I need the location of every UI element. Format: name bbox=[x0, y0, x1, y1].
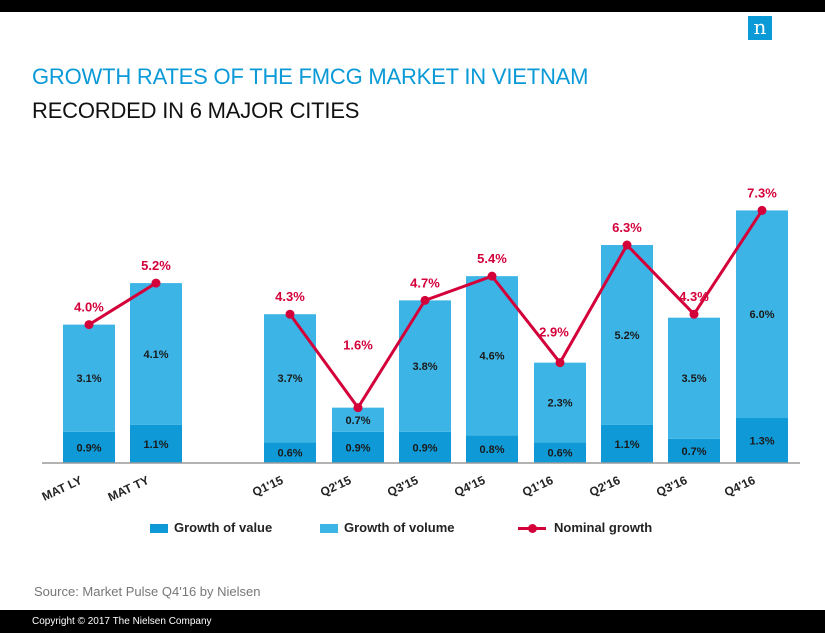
legend-label-nominal: Nominal growth bbox=[554, 520, 653, 535]
x-tick-label: Q3'16 bbox=[654, 473, 689, 499]
legend-swatch-value bbox=[150, 524, 168, 533]
data-label-volume: 3.8% bbox=[412, 361, 437, 373]
x-tick-label: Q1'15 bbox=[250, 473, 285, 499]
x-tick-label: MAT TY bbox=[106, 473, 152, 504]
data-label-nominal: 7.3% bbox=[747, 185, 777, 200]
copyright-text: Copyright © 2017 The Nielsen Company bbox=[32, 616, 212, 627]
x-tick-label: Q4'15 bbox=[452, 473, 487, 499]
bar-value bbox=[736, 418, 788, 463]
x-tick-label: Q4'16 bbox=[722, 473, 757, 499]
data-label-nominal: 5.2% bbox=[141, 258, 171, 273]
legend-label-value: Growth of value bbox=[174, 520, 273, 535]
x-tick-label: MAT LY bbox=[40, 473, 85, 504]
data-label-nominal: 5.4% bbox=[477, 251, 507, 266]
chart-subtitle: RECORDED IN 6 MAJOR CITIES bbox=[32, 98, 360, 123]
data-label-nominal: 2.9% bbox=[539, 325, 569, 340]
nominal-growth-point bbox=[285, 309, 295, 319]
data-label-nominal: 4.3% bbox=[679, 289, 709, 304]
footer-bar: Copyright © 2017 The Nielsen Company bbox=[0, 610, 825, 633]
bar-value bbox=[264, 442, 316, 463]
nominal-growth-point bbox=[151, 278, 161, 288]
bar-volume bbox=[668, 317, 720, 439]
bar-value bbox=[332, 431, 384, 463]
data-label-value: 0.9% bbox=[412, 442, 437, 454]
data-label-value: 0.8% bbox=[479, 444, 504, 456]
x-tick-label: Q2'15 bbox=[318, 473, 353, 499]
data-label-volume: 4.1% bbox=[143, 349, 168, 361]
nominal-growth-point bbox=[622, 240, 632, 250]
nominal-growth-line bbox=[288, 209, 764, 410]
nominal-growth-point bbox=[420, 295, 430, 305]
growth-chart: 0.9% 3.1% MAT LY 1.1% 4.1% MAT TY 0.6% 3.7% Q1'1… bbox=[40, 185, 800, 504]
data-label-value: 0.9% bbox=[345, 442, 370, 454]
data-label-value: 1.3% bbox=[749, 436, 774, 448]
data-label-value: 0.9% bbox=[76, 442, 101, 454]
nominal-growth-point bbox=[84, 320, 94, 330]
data-label-value: 0.6% bbox=[277, 448, 302, 460]
bar-volume bbox=[63, 324, 115, 432]
data-label-volume: 3.5% bbox=[681, 373, 706, 385]
data-label-nominal: 4.3% bbox=[275, 289, 305, 304]
legend-swatch-volume bbox=[320, 524, 338, 533]
bar-volume bbox=[466, 276, 518, 436]
data-label-nominal: 4.0% bbox=[74, 300, 104, 315]
nominal-growth-point bbox=[487, 271, 497, 281]
data-label-volume: 2.3% bbox=[547, 397, 572, 409]
bar-volume bbox=[399, 300, 451, 432]
nominal-growth-point bbox=[555, 358, 565, 368]
bar-value bbox=[601, 424, 653, 463]
bar-value bbox=[130, 424, 182, 463]
chart-title: GROWTH RATES OF THE FMCG MARKET IN VIETN… bbox=[32, 64, 589, 89]
bar-volume bbox=[736, 210, 788, 419]
bar-value bbox=[399, 431, 451, 463]
data-label-volume: 5.2% bbox=[614, 330, 639, 342]
bar-value bbox=[466, 435, 518, 463]
bar-volume bbox=[130, 283, 182, 425]
nominal-growth-line bbox=[88, 281, 157, 326]
chart-legend: Growth of value Growth of volume Nominal… bbox=[0, 520, 825, 540]
nominal-growth-point bbox=[689, 309, 699, 319]
data-label-nominal: 4.7% bbox=[410, 275, 440, 290]
legend-label-volume: Growth of volume bbox=[344, 520, 455, 535]
legend-swatch-nominal bbox=[518, 520, 548, 536]
bar-value bbox=[668, 438, 720, 463]
data-label-value: 1.1% bbox=[614, 439, 639, 451]
data-label-value: 0.6% bbox=[547, 448, 572, 460]
data-label-value: 1.1% bbox=[143, 439, 168, 451]
bar-volume bbox=[534, 362, 586, 443]
data-label-nominal: 1.6% bbox=[343, 338, 373, 353]
nominal-growth-point bbox=[757, 205, 767, 215]
data-label-volume: 4.6% bbox=[479, 351, 504, 363]
nominal-growth-point bbox=[353, 403, 363, 413]
bar-value bbox=[63, 431, 115, 463]
nielsen-logo: n bbox=[748, 16, 772, 40]
top-bar bbox=[0, 0, 825, 12]
data-label-nominal: 6.3% bbox=[612, 220, 642, 235]
data-label-volume: 3.1% bbox=[76, 373, 101, 385]
data-label-volume: 3.7% bbox=[277, 373, 302, 385]
source-note: Source: Market Pulse Q4'16 by Nielsen bbox=[34, 584, 261, 599]
x-tick-label: Q3'15 bbox=[385, 473, 420, 499]
data-label-volume: 0.7% bbox=[345, 415, 370, 427]
data-label-volume: 6.0% bbox=[749, 309, 774, 321]
x-tick-label: Q1'16 bbox=[520, 473, 555, 499]
data-label-value: 0.7% bbox=[681, 446, 706, 458]
x-tick-label: Q2'16 bbox=[587, 473, 622, 499]
bar-value bbox=[534, 442, 586, 463]
